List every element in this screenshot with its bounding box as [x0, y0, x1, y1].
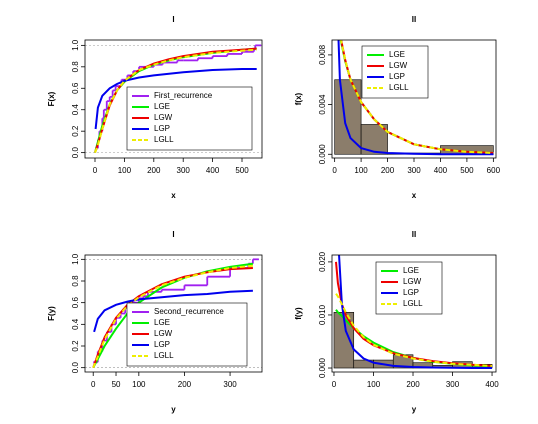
- y-tick-label: 0.020: [318, 251, 327, 272]
- y-tick-label: 0.0: [71, 147, 80, 159]
- plot-area: [333, 255, 493, 369]
- curve: [93, 289, 253, 333]
- legend-label: LGP: [389, 72, 405, 81]
- legend: LGE LGW LGP LGLL: [361, 45, 429, 99]
- curve: [92, 264, 253, 369]
- legend: Second_recurrence LGE LGW LGP LGLL: [126, 302, 248, 367]
- x-tick-label: 100: [118, 166, 132, 175]
- legend-label: LGW: [154, 329, 173, 338]
- panel: II x f(x) 0 100 200 300 400 500 600 0.000 0.004 0.00…: [294, 15, 501, 200]
- legend-label: LGW: [154, 113, 173, 122]
- y-tick-label: 0.8: [71, 61, 80, 73]
- plot-area: [334, 40, 494, 156]
- x-tick-label: 200: [381, 166, 395, 175]
- x-tick-label: 300: [223, 380, 237, 389]
- x-axis-label: y: [171, 405, 176, 414]
- y-tick-label: 0.010: [318, 304, 327, 325]
- x-tick-label: 300: [407, 166, 421, 175]
- panel: Iy F(y) 0 50 100 200 300 0.0 0.2 0.4 0.6 0.8 1.0 Seco…: [47, 230, 263, 414]
- panel-title: II: [412, 15, 416, 24]
- legend-label: LGE: [389, 50, 405, 59]
- x-tick-label: 400: [206, 166, 220, 175]
- legend-label: First_recurrence: [154, 91, 213, 100]
- legend-label: LGLL: [389, 83, 409, 92]
- legend: First_recurrence LGE LGW LGP LGLL: [126, 86, 253, 151]
- x-tick-label: 0: [91, 380, 96, 389]
- y-tick-label: 0.008: [318, 44, 327, 65]
- y-tick-label: 0.000: [318, 357, 327, 378]
- legend-label: LGP: [403, 288, 419, 297]
- x-tick-label: 100: [354, 166, 368, 175]
- panel: Ix F(x) 0 100 200 300 400 500 0.0 0.2 0.4 0.6 0.8 1.0…: [47, 15, 263, 200]
- curve: [94, 48, 257, 153]
- panel-title: I: [172, 15, 174, 24]
- plot-frame: [331, 39, 497, 159]
- panel-title: I: [172, 230, 174, 239]
- y-axis-label: F(x): [47, 91, 56, 106]
- curve: [335, 293, 493, 367]
- y-tick-label: 0.4: [71, 104, 80, 116]
- legend-label: LGE: [154, 318, 170, 327]
- x-tick-label: 200: [406, 380, 420, 389]
- legend-label: LGLL: [154, 135, 174, 144]
- plot-frame: [84, 254, 263, 373]
- legend-label: LGP: [154, 124, 170, 133]
- x-tick-label: 500: [235, 166, 249, 175]
- x-axis-label: y: [412, 405, 417, 414]
- legend-label: LGP: [154, 340, 170, 349]
- x-tick-label: 200: [147, 166, 161, 175]
- y-tick-label: 0.000: [318, 144, 327, 165]
- y-tick-label: 1.0: [71, 39, 80, 51]
- x-tick-label: 400: [434, 166, 448, 175]
- y-tick-label: 0.0: [71, 362, 80, 374]
- x-axis-label: x: [171, 191, 176, 200]
- x-tick-label: 300: [446, 380, 460, 389]
- legend-label: LGW: [403, 277, 422, 286]
- y-tick-label: 0.8: [71, 275, 80, 287]
- legend-label: LGE: [403, 266, 419, 275]
- legend: LGE LGW LGP LGLL: [375, 261, 443, 315]
- curve: [340, 40, 494, 154]
- x-tick-label: 200: [178, 380, 192, 389]
- legend-label: LGW: [389, 61, 408, 70]
- plot-frame: [331, 254, 497, 373]
- y-tick-label: 0.4: [71, 318, 80, 330]
- x-tick-label: 0: [93, 166, 98, 175]
- x-tick-label: 100: [367, 380, 381, 389]
- x-tick-label: 0: [332, 166, 337, 175]
- panel-title: II: [412, 230, 416, 239]
- x-tick-label: 50: [112, 380, 121, 389]
- legend-label: LGE: [154, 102, 170, 111]
- x-tick-label: 500: [460, 166, 474, 175]
- y-axis-label: F(y): [47, 306, 56, 321]
- x-tick-label: 300: [177, 166, 191, 175]
- legend-label: Second_recurrence: [154, 307, 224, 316]
- x-tick-label: 100: [132, 380, 146, 389]
- y-tick-label: 0.6: [71, 297, 80, 309]
- plot-area: [85, 44, 262, 153]
- curve: [94, 68, 257, 130]
- curve: [337, 40, 494, 156]
- plot-frame: [84, 39, 263, 159]
- y-tick-label: 0.2: [71, 125, 80, 137]
- y-tick-label: 0.6: [71, 82, 80, 94]
- x-axis-label: x: [412, 191, 417, 200]
- x-tick-label: 600: [487, 166, 501, 175]
- y-tick-label: 0.004: [318, 94, 327, 115]
- y-tick-label: 0.2: [71, 340, 80, 352]
- x-tick-label: 0: [332, 380, 337, 389]
- y-axis-label: f(x): [294, 92, 303, 105]
- legend-label: LGLL: [403, 299, 423, 308]
- y-tick-label: 1.0: [71, 253, 80, 265]
- legend-label: LGLL: [154, 351, 174, 360]
- y-axis-label: f(y): [294, 307, 303, 320]
- x-tick-label: 400: [485, 380, 499, 389]
